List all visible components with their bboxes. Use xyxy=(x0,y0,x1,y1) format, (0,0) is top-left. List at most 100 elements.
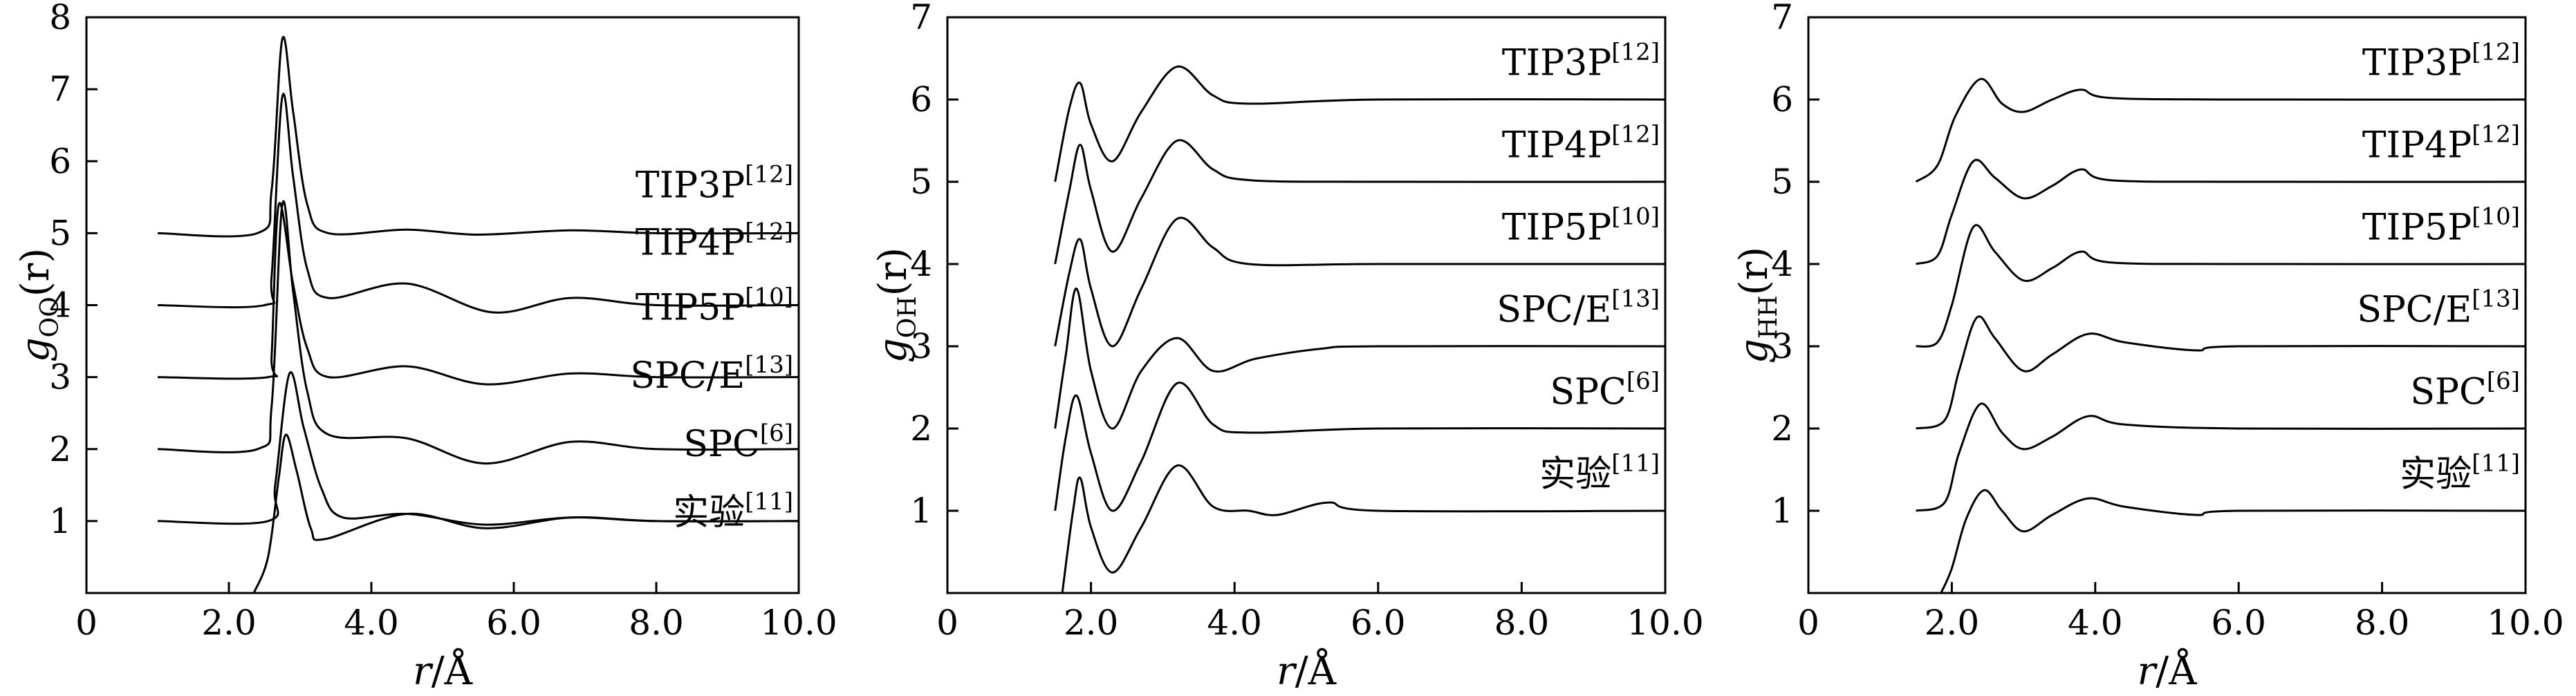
series-label-main: 实验 xyxy=(2400,453,2472,495)
series-line-5 xyxy=(252,433,799,594)
y-axis-arg: (r) xyxy=(1732,247,1777,295)
series-line-5 xyxy=(1940,489,2526,594)
y-axis-title: gHH(r) xyxy=(1732,247,1783,364)
y-tick-label: 3 xyxy=(49,357,71,397)
series-label-ref: [12] xyxy=(2472,120,2520,148)
series-label-ref: [11] xyxy=(745,488,793,516)
series-label: TIP3P[12] xyxy=(1502,38,1660,84)
series-line-2 xyxy=(1054,216,1665,348)
series-label-ref: [6] xyxy=(760,420,793,447)
series-label: 实验[11] xyxy=(2400,449,2520,495)
y-tick-label: 4 xyxy=(49,285,71,326)
y-tick-label: 2 xyxy=(1771,408,1793,449)
series-label-main: SPC xyxy=(683,424,759,465)
series-label-main: SPC/E xyxy=(2357,289,2472,330)
series-label-ref: [12] xyxy=(2472,38,2520,66)
x-tick-label: 2.0 xyxy=(1064,603,1119,643)
series-label-ref: [6] xyxy=(1627,367,1660,395)
y-tick-label: 7 xyxy=(49,69,71,109)
y-axis-arg: (r) xyxy=(13,248,58,297)
series-label-ref: [10] xyxy=(1611,203,1660,230)
series-label: TIP4P[12] xyxy=(2362,120,2520,166)
panel-oh: 0 2.0 4.0 6.0 8.0 10.01234567TIP3P[12]TIP4P[1… xyxy=(871,0,1704,694)
series-line-5 xyxy=(1061,464,1666,594)
series-label-main: TIP3P xyxy=(2362,42,2472,84)
series-label-main: TIP3P xyxy=(1502,42,1611,84)
x-tick-label: 6.0 xyxy=(2211,603,2266,643)
series-label: TIP3P[12] xyxy=(636,160,793,206)
series-label: TIP5P[10] xyxy=(1502,203,1660,248)
x-axis-unit: /Å xyxy=(2156,648,2197,694)
y-axis-sub: HH xyxy=(1754,295,1783,339)
y-axis-sub: OH xyxy=(893,296,922,338)
y-tick-label: 5 xyxy=(910,162,932,202)
x-tick-label: 0 xyxy=(1797,603,1819,643)
series-label: SPC/E[13] xyxy=(2357,285,2520,330)
series-line-0 xyxy=(1054,65,1666,182)
series-line-2 xyxy=(157,202,799,386)
series-label: TIP5P[10] xyxy=(636,283,793,328)
series-label-main: TIP3P xyxy=(636,164,745,206)
x-axis-var: r xyxy=(2137,649,2158,694)
y-axis-title: gOO(r) xyxy=(13,248,64,362)
y-axis-g: g xyxy=(13,337,58,362)
series-label-ref: [13] xyxy=(1611,285,1660,312)
x-tick-label: 4.0 xyxy=(344,603,399,643)
series-label: SPC[6] xyxy=(683,420,793,465)
series-label-main: 实验 xyxy=(673,492,745,534)
y-tick-label: 4 xyxy=(1771,244,1793,284)
x-axis-title: r/Å xyxy=(1277,648,1337,694)
panel-hh: 0 2.0 4.0 6.0 8.0 10.01234567TIP3P[12]TIP4P[1… xyxy=(1732,0,2564,694)
x-axis-title: r/Å xyxy=(413,648,473,694)
x-axis-unit: /Å xyxy=(1295,648,1337,694)
series-line-1 xyxy=(1054,139,1666,265)
x-tick-label: 4.0 xyxy=(1207,603,1262,643)
series-label-ref: [12] xyxy=(745,160,793,188)
series-label: 实验[11] xyxy=(673,488,793,534)
series-label-main: 实验 xyxy=(1539,453,1611,495)
x-tick-label: 0 xyxy=(936,603,958,643)
series-label: SPC/E[13] xyxy=(1497,285,1660,330)
series-label: SPC/E[13] xyxy=(630,351,793,397)
series-label-main: TIP4P xyxy=(2362,124,2472,166)
series-line-4 xyxy=(1054,382,1666,512)
y-tick-label: 1 xyxy=(49,501,71,541)
y-tick-label: 6 xyxy=(1771,79,1793,120)
y-axis-sub: OO xyxy=(36,297,64,337)
panel-oo: 0 2.0 4.0 6.0 8.0 10.012345678TIP3P[12]TIP4P[… xyxy=(13,0,837,694)
series-label-main: TIP5P xyxy=(2362,207,2472,248)
series-label-main: SPC xyxy=(2410,371,2486,413)
y-tick-label: 7 xyxy=(910,0,932,37)
y-tick-label: 6 xyxy=(49,141,71,181)
y-tick-label: 2 xyxy=(49,429,71,469)
plot-frame xyxy=(946,16,1667,594)
series-line-3 xyxy=(157,200,799,465)
series-label: TIP3P[12] xyxy=(2362,38,2520,84)
x-tick-label: 2.0 xyxy=(201,603,257,643)
y-tick-label: 1 xyxy=(910,491,932,531)
x-axis-var: r xyxy=(413,649,434,694)
y-tick-label: 5 xyxy=(49,213,71,253)
series-label-main: TIP5P xyxy=(1502,207,1611,248)
series-label-ref: [12] xyxy=(1611,38,1660,66)
series-label: TIP5P[10] xyxy=(2362,203,2520,248)
series-label-main: SPC/E xyxy=(1497,289,1611,330)
series-label-ref: [12] xyxy=(1611,120,1660,148)
series-label: 实验[11] xyxy=(1539,449,1660,495)
series-label-ref: [12] xyxy=(745,218,793,246)
x-tick-label: 4.0 xyxy=(2068,603,2123,643)
y-axis-title: gOH(r) xyxy=(871,247,922,363)
x-tick-label: 8.0 xyxy=(1494,603,1550,643)
x-tick-label: 6.0 xyxy=(1351,603,1406,643)
plot-frame xyxy=(1807,16,2527,594)
series-line-2 xyxy=(1916,224,2526,348)
y-axis-g: g xyxy=(1732,339,1777,364)
x-tick-label: 10.0 xyxy=(760,603,837,643)
series-label-main: SPC xyxy=(1550,371,1626,413)
series-label-main: TIP5P xyxy=(636,287,745,328)
series-label: SPC[6] xyxy=(2410,367,2520,413)
y-tick-label: 8 xyxy=(49,0,71,37)
series-label-ref: [6] xyxy=(2487,367,2520,395)
x-tick-label: 6.0 xyxy=(486,603,541,643)
x-axis-unit: /Å xyxy=(432,648,473,694)
